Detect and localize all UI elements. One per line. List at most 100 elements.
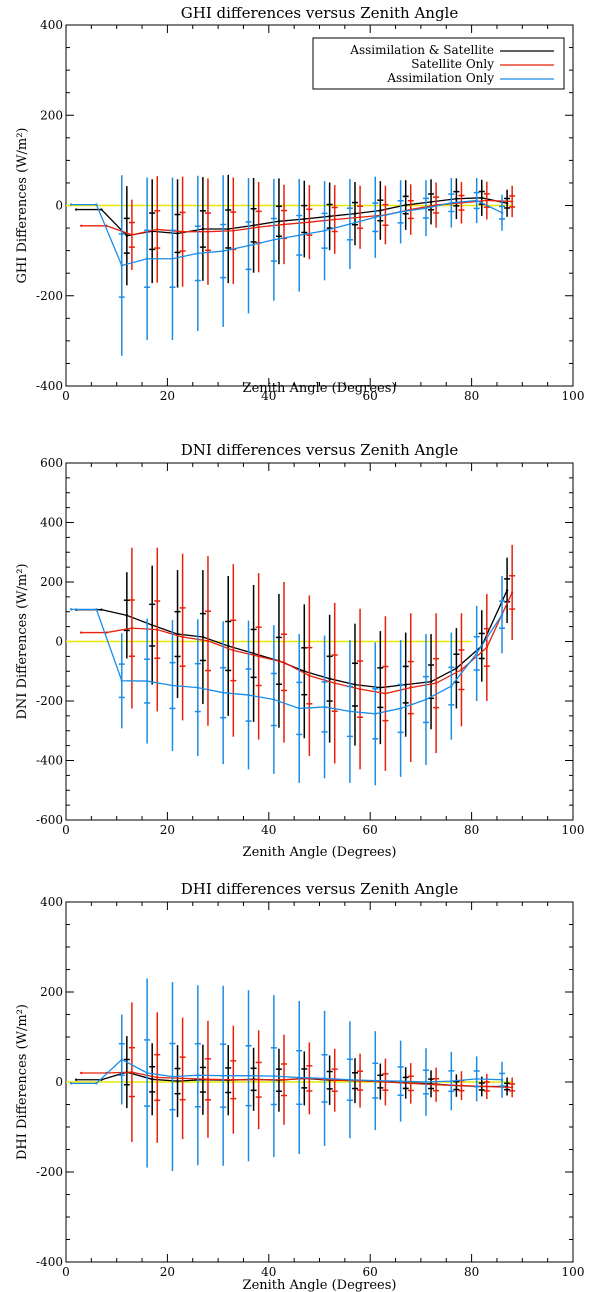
x-tick-label: 0 <box>62 1265 70 1279</box>
y-tick-label: -200 <box>36 1165 63 1179</box>
data-point <box>455 667 458 670</box>
data-point <box>379 209 382 212</box>
data-point <box>505 202 509 205</box>
data-point <box>125 234 129 237</box>
data-point <box>95 203 98 206</box>
series-2 <box>69 576 506 786</box>
data-point <box>130 233 134 237</box>
y-tick-label: 400 <box>40 18 63 32</box>
data-point <box>196 1074 200 1077</box>
x-tick-label: 100 <box>562 389 585 403</box>
data-point <box>171 1075 174 1078</box>
data-point <box>120 1058 123 1061</box>
series-line <box>71 608 503 715</box>
data-point <box>257 655 260 658</box>
data-point <box>485 646 489 649</box>
data-point <box>221 249 225 253</box>
x-tick-label: 40 <box>261 1265 276 1279</box>
y-axis-label: DNI Differences (W/m²) <box>15 563 30 719</box>
data-point <box>308 674 311 677</box>
x-axis-label: Zenith Angle (Degrees) <box>243 845 397 860</box>
data-point <box>181 230 184 233</box>
data-point <box>510 1086 514 1089</box>
y-tick-label: 0 <box>55 635 63 649</box>
series-1 <box>80 176 516 287</box>
data-point <box>358 687 362 691</box>
y-tick-label: -200 <box>36 694 63 708</box>
data-point <box>130 1070 134 1074</box>
x-tick-label: 0 <box>62 389 70 403</box>
data-point <box>323 1077 326 1080</box>
data-point <box>69 1082 73 1085</box>
x-tick-label: 60 <box>363 389 378 403</box>
data-point <box>399 210 402 214</box>
y-tick-label: -400 <box>36 379 63 393</box>
y-axis-label: DHI Differences (W/m²) <box>15 1004 30 1160</box>
data-point <box>181 635 184 639</box>
data-point <box>181 1077 184 1080</box>
data-point <box>120 679 123 682</box>
data-point <box>500 613 504 616</box>
series-0 <box>74 174 511 288</box>
y-tick-label: 0 <box>55 1075 63 1089</box>
data-point <box>105 631 108 634</box>
data-point <box>409 1082 412 1085</box>
data-point <box>348 1078 352 1081</box>
data-point <box>333 218 336 221</box>
data-point <box>404 683 407 686</box>
data-point <box>409 686 412 689</box>
data-point <box>95 608 98 611</box>
data-point <box>257 1078 260 1081</box>
data-point <box>156 228 159 231</box>
data-point <box>196 252 200 255</box>
y-tick-label: 200 <box>40 108 63 122</box>
y-tick-label: 400 <box>40 895 63 909</box>
data-point <box>80 1071 83 1075</box>
series-2 <box>69 175 506 356</box>
x-tick-label: 60 <box>363 823 378 837</box>
data-point <box>232 649 235 652</box>
data-point <box>247 693 250 697</box>
data-point <box>100 608 103 611</box>
x-axis-label: Zenith Angle (Degrees) <box>243 381 397 396</box>
y-tick-label: 200 <box>40 575 63 589</box>
data-point <box>277 220 281 223</box>
data-point <box>282 223 286 226</box>
data-point <box>120 264 123 267</box>
data-point <box>176 232 179 235</box>
data-point <box>227 227 230 231</box>
data-point <box>358 216 362 219</box>
data-point <box>80 631 83 634</box>
data-point <box>69 608 73 611</box>
data-point <box>221 1074 225 1077</box>
data-point <box>475 652 478 655</box>
data-point <box>95 1082 98 1085</box>
data-point <box>450 1079 453 1083</box>
data-point <box>323 229 326 232</box>
x-tick-label: 60 <box>363 1265 378 1279</box>
data-point <box>232 229 235 232</box>
series-2 <box>69 978 506 1172</box>
data-point <box>303 670 306 673</box>
data-point <box>348 710 352 713</box>
data-point <box>348 222 352 226</box>
data-point <box>455 197 458 200</box>
chart-panel-2: DNI differences versus Zenith Angle 0 20 40… <box>15 441 584 860</box>
data-point <box>460 668 463 671</box>
series-line <box>81 1071 513 1089</box>
x-axis-label: Zenith Angle (Degrees) <box>243 1278 397 1292</box>
data-point <box>74 1078 78 1081</box>
data-point <box>460 1084 463 1087</box>
data-point <box>196 686 200 689</box>
data-point <box>247 1074 250 1077</box>
data-point <box>145 1071 149 1075</box>
data-point <box>227 644 230 648</box>
x-tick-label: 100 <box>562 1265 585 1279</box>
data-point <box>272 238 276 241</box>
data-point <box>500 1078 504 1081</box>
data-point <box>201 635 205 639</box>
data-point <box>130 626 134 630</box>
data-point <box>485 1085 489 1088</box>
